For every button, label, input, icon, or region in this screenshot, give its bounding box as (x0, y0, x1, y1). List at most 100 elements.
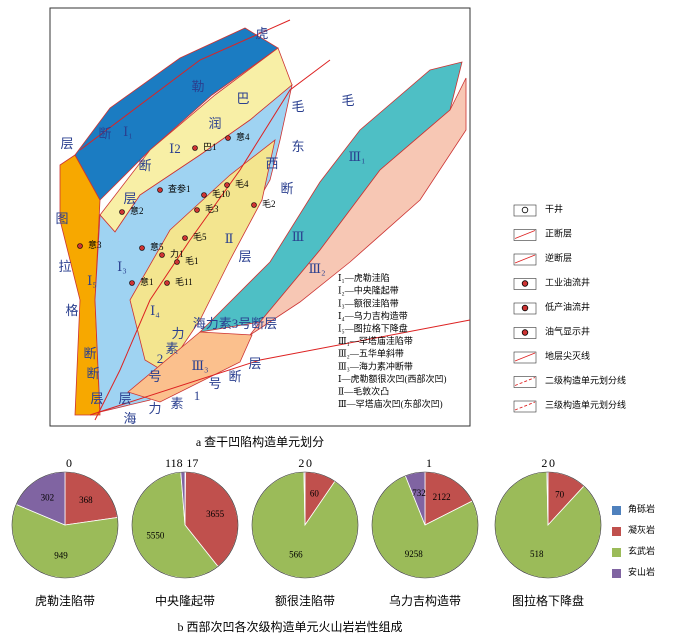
map-label: 断 (280, 181, 293, 196)
map-label: 拉 (58, 259, 71, 274)
map-label: Ⅰ₁ (123, 124, 133, 139)
map-label: Ⅲ₃ (191, 358, 208, 373)
well (194, 207, 200, 213)
legend-symbol (521, 206, 529, 214)
well-label: 毛2 (262, 198, 276, 209)
legend-symbol (514, 254, 536, 264)
unit-legend: Ⅲ₁—罕塔庙洼陷带 (338, 335, 413, 346)
legend-symbol (514, 352, 536, 362)
map-label: 层 (118, 391, 131, 406)
legend-label: 油气显示井 (545, 326, 590, 337)
fault-line (79, 19, 291, 151)
legend-symbol (514, 401, 536, 411)
legend-label: 二级构造单元划分线 (545, 375, 626, 386)
map-label: 力 (148, 401, 161, 416)
well (77, 243, 83, 249)
map-label: Ⅰ₄ (150, 303, 160, 318)
well-label: 毛4 (235, 178, 249, 189)
unit-legend: Ⅰ₃—额很洼陷带 (338, 297, 399, 308)
unit-legend: Ⅰ₁—虎勒洼陷 (338, 272, 390, 283)
well (201, 192, 207, 198)
pie-outline (131, 471, 239, 579)
well (159, 252, 165, 258)
well-label: 意4 (236, 131, 250, 142)
map-label: 图 (55, 211, 68, 226)
map-label: 力 (171, 326, 184, 341)
value-label: 2122 (433, 492, 451, 502)
value-label: 732 (412, 488, 426, 498)
map-label: 格 (65, 303, 78, 318)
well-label: 力1 (170, 248, 184, 259)
map-label: Ⅰ₃ (117, 259, 127, 274)
map-label: 勒 (191, 79, 204, 94)
legend-symbol (521, 304, 529, 312)
legend-symbol (513, 351, 537, 364)
value-label: 3655 (206, 509, 225, 519)
well-label: 意3 (88, 239, 102, 250)
unit-legend: Ⅲ₂—五华单斜带 (338, 348, 404, 359)
map-label: 2 (157, 351, 164, 366)
map-label: 断 (228, 369, 241, 384)
unit-area (129, 139, 276, 373)
value-label: 1 (426, 456, 432, 470)
pie-charts: 0 368 949 302 虎勒洼陷带 17 3655 5550 118 中央隆起带 0 60 566 2… (11, 456, 655, 608)
caption: a 查干凹陷构造单元划分 (196, 434, 324, 449)
legend-symbol (513, 376, 537, 388)
legend-label: 凝灰岩 (628, 524, 655, 535)
well (164, 280, 170, 286)
legend-label: 正断层 (545, 228, 572, 239)
value-label: 5550 (146, 531, 165, 541)
map-label: 海 (123, 411, 136, 426)
legend-label: 逆断层 (545, 252, 572, 263)
legend-label: 工业油流井 (545, 277, 590, 288)
well (174, 259, 180, 265)
well (251, 202, 257, 208)
legend-symbol (521, 280, 529, 287)
well-label: 意5 (150, 241, 164, 252)
pie-title: 中央隆起带 (155, 593, 215, 608)
well (224, 182, 230, 188)
map-label: 断 (138, 158, 151, 173)
map-label: 层 (123, 191, 136, 206)
value-label: 368 (79, 495, 93, 505)
legend-label: 三级构造单元划分线 (545, 399, 626, 410)
map-label: 层 (248, 356, 261, 371)
well-label: 巴1 (203, 142, 217, 152)
legend-symbol (521, 329, 529, 336)
map-label: 号 (208, 376, 221, 391)
map-label: Ⅰ₅ (87, 273, 97, 288)
map-label: 素 (165, 341, 178, 356)
map-label: 层 (238, 249, 251, 264)
legend-label: 低产油流井 (545, 301, 590, 312)
well-label: 毛3 (205, 203, 219, 214)
unit-legend: Ⅰ₅—图拉格下降盘 (338, 322, 408, 333)
map-label: Ⅰ2 (169, 141, 181, 156)
map-label: 海力素3号断层 (193, 316, 278, 331)
map-label: 东 (291, 139, 304, 154)
legend-symbol (514, 230, 536, 239)
pie-title: 虎勒洼陷带 (35, 593, 95, 608)
pie-outline (11, 471, 119, 579)
legend-swatch (612, 548, 621, 557)
map-label: 层 (90, 391, 103, 406)
map-label: 断 (86, 366, 99, 381)
well (139, 245, 145, 251)
value-label: 518 (530, 549, 544, 559)
well-label: 意1 (140, 276, 154, 287)
value-label: 17 (186, 456, 198, 470)
value-label: 60 (310, 489, 320, 499)
well-label: 意2 (130, 205, 144, 216)
fault-line (89, 319, 471, 416)
value-label: 70 (555, 489, 565, 499)
unit-legend: Ⅰ₂—中央隆起带 (338, 285, 399, 296)
well-label: 毛5 (193, 231, 207, 242)
legend-symbol (514, 377, 536, 386)
value-label: 0 (306, 456, 312, 470)
well (225, 135, 231, 141)
map-label: 巴 (236, 91, 249, 106)
map-label: Ⅱ (225, 231, 234, 246)
map-label: 断 (83, 346, 96, 361)
well (119, 209, 125, 215)
